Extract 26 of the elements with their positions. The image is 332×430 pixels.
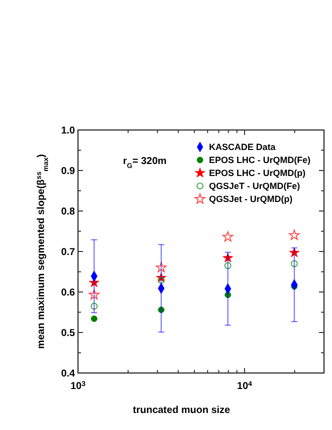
point: [290, 260, 298, 268]
point: [90, 302, 98, 310]
x-tick-label: 10$^{4}$: [237, 380, 252, 392]
y-tick-label: 0.5: [61, 328, 76, 339]
y-tick-label: 0.9: [61, 166, 76, 177]
legend-label: QGSJeT - UrQMD(Fe): [209, 181, 300, 192]
y-tick-label: 0.6: [61, 288, 76, 298]
y-tick-label: 0.4: [61, 368, 76, 380]
point: [224, 262, 232, 270]
point: [222, 231, 234, 242]
x-tick-label: 10$^{3}$: [70, 380, 86, 392]
point: [90, 316, 98, 322]
y-tick-label: 1.0: [61, 126, 76, 136]
point: [156, 262, 167, 272]
legend-label: EPOS LHC - UrQMD(Fe): [209, 155, 311, 166]
point: [158, 276, 165, 284]
point: [288, 230, 300, 240]
y-tick-label: 0.8: [61, 206, 76, 218]
annotation: r$_{G}$= 320m: [123, 156, 167, 170]
point: [88, 289, 100, 300]
legend-label: KASCADE Data: [209, 142, 277, 152]
y-tick-label: 0.7: [61, 247, 76, 258]
point: [158, 306, 164, 314]
legend-label: QGSJet - UrQMD(p): [209, 194, 293, 204]
legend-label: EPOS LHC - UrQMD(p): [209, 168, 306, 178]
x-axis-title: truncated muon size: [132, 405, 231, 416]
